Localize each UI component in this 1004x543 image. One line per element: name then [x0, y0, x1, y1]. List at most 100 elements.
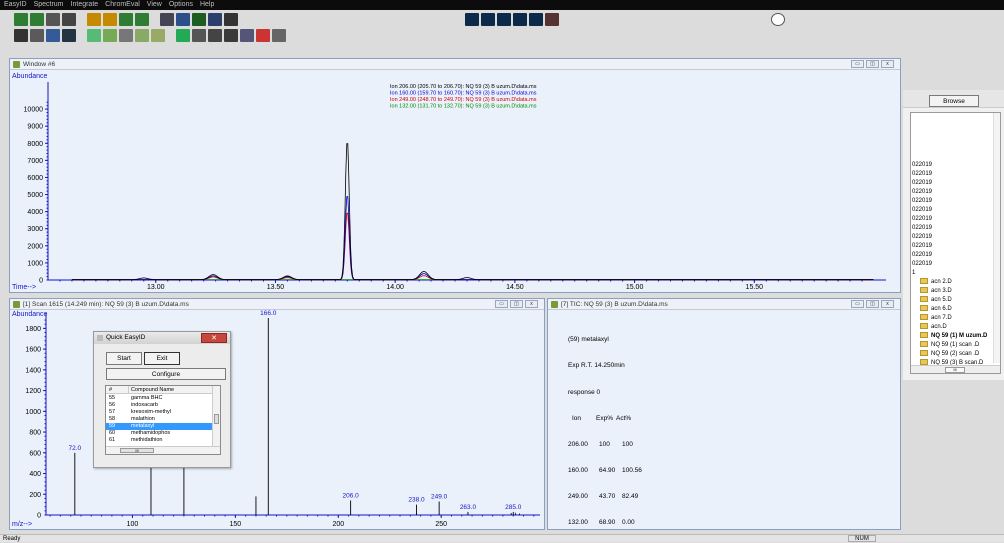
list-scrollbar[interactable] [212, 386, 220, 446]
calibrate-icon[interactable] [160, 12, 174, 26]
close-button[interactable]: x [881, 60, 894, 68]
quick-easyid-dialog[interactable]: Quick EasyID ✕ Start Exit Configure # Co… [93, 331, 231, 468]
menu-view[interactable]: View [146, 1, 162, 8]
file-tree[interactable]: 022019 022019 022019 022019 022019 022019 0220… [910, 112, 1001, 374]
tic-icon[interactable] [46, 12, 60, 26]
sim-icon[interactable] [14, 28, 28, 42]
tree-item[interactable]: 1 [912, 270, 916, 276]
tic-title-bar[interactable]: [7] TIC: NQ 59 (3) B uzum.D\data.ms ▭ ◫ x [548, 299, 900, 310]
compound-list[interactable]: # Compound Name 55 gamma BHC 56 indoxacarb 5… [105, 385, 221, 455]
report-icon[interactable] [176, 12, 190, 26]
overlay3-icon[interactable] [119, 12, 133, 26]
menu-chromeval[interactable]: ChromEval [105, 1, 140, 8]
tree-item-date[interactable]: 022019 [912, 252, 933, 258]
target-icon[interactable] [771, 12, 785, 26]
stack-icon[interactable] [30, 28, 44, 42]
list-hscroll-thumb[interactable]: III [120, 448, 154, 453]
menu-easyid[interactable]: EasyID [4, 1, 27, 8]
bars3-icon[interactable] [497, 12, 511, 26]
spectrum-icon[interactable] [14, 12, 28, 26]
spectrum-title-bar[interactable]: [1] Scan 1615 (14.249 min): NQ 59 (3) B … [10, 299, 544, 310]
bars-icon[interactable] [465, 12, 479, 26]
tree-folder[interactable]: acn 6.D [911, 305, 1000, 314]
tree-folder[interactable]: acn 2.D [911, 278, 1000, 287]
library-icon[interactable] [192, 12, 206, 26]
menu-options[interactable]: Options [168, 1, 193, 8]
chromatogram-window[interactable]: Window #6 ▭ ◫ x Abundance Time--> 1000 2000 30… [9, 58, 901, 293]
tree-item-date[interactable]: 022019 [912, 180, 933, 186]
select-icon[interactable] [208, 28, 222, 42]
compound-row[interactable]: 58 malathion [106, 416, 212, 423]
tree-folder[interactable]: acn 3.D [911, 287, 1000, 296]
tree-item-date[interactable]: 022019 [912, 198, 933, 204]
grid-icon[interactable] [224, 28, 238, 42]
tree-folder[interactable]: NQ 59 (3) B scan.D [911, 359, 1000, 368]
compound-row[interactable]: 57 kresoxim-methyl [106, 409, 212, 416]
restore-button[interactable]: ◫ [866, 300, 879, 308]
chromatogram-plot[interactable]: Abundance Time--> 1000 2000 3000 4000 5000 6000… [10, 70, 900, 292]
spectrum-plot[interactable]: Abundancem/z-->2004006008001000120014001… [10, 310, 544, 529]
print-icon[interactable] [62, 12, 76, 26]
tic-window[interactable]: [7] TIC: NQ 59 (3) B uzum.D\data.ms ▭ ◫ x … [547, 298, 901, 530]
compound-row[interactable]: 55 gamma BHC [106, 395, 212, 402]
file-icon[interactable] [272, 28, 286, 42]
chrom-icon[interactable] [62, 28, 76, 42]
menu-integrate[interactable]: Integrate [70, 1, 99, 8]
start-button[interactable]: Start [106, 352, 142, 365]
tree-item-date[interactable]: 022019 [912, 171, 933, 177]
overlay2-icon[interactable] [103, 12, 117, 26]
close-button[interactable]: x [881, 300, 894, 308]
minimize-button[interactable]: ▭ [851, 300, 864, 308]
close-button[interactable]: x [525, 300, 538, 308]
tree-item-date[interactable]: 022019 [912, 207, 933, 213]
chart-icon[interactable] [208, 12, 222, 26]
restore-button[interactable]: ◫ [866, 60, 879, 68]
draw-icon[interactable] [256, 28, 270, 42]
bars5-icon[interactable] [529, 12, 543, 26]
tree-item-date[interactable]: 022019 [912, 261, 933, 267]
menu-spectrum[interactable]: Spectrum [33, 1, 64, 8]
dialog-close-button[interactable]: ✕ [201, 333, 227, 343]
spectrum2-icon[interactable] [30, 12, 44, 26]
eic-icon[interactable] [224, 12, 238, 26]
tree-item-date[interactable]: 022019 [912, 216, 933, 222]
tree-folder[interactable]: NQ 59 (2) scan .D [911, 350, 1000, 359]
compound-row[interactable]: 59 metalaxyl [106, 423, 212, 430]
check-icon[interactable] [545, 12, 559, 26]
scan-icon[interactable] [135, 28, 149, 42]
bar-icon[interactable] [46, 28, 60, 42]
minimize-button[interactable]: ▭ [851, 60, 864, 68]
compound-row[interactable]: 61 methidathion [106, 437, 212, 444]
spectrum-window[interactable]: [1] Scan 1615 (14.249 min): NQ 59 (3) B … [9, 298, 545, 530]
configure-button[interactable]: Configure [106, 368, 226, 380]
tree-scrollbar[interactable] [993, 113, 1000, 363]
integrate-icon[interactable] [135, 12, 149, 26]
tree-hscrollbar[interactable]: III [911, 365, 1000, 373]
exit-button[interactable]: Exit [144, 352, 180, 365]
scan2-icon[interactable] [151, 28, 165, 42]
scroll-thumb[interactable]: III [945, 367, 965, 373]
tree-folder[interactable]: acn.D [911, 323, 1000, 332]
compound-row[interactable]: 56 indoxacarb [106, 402, 212, 409]
tree-folder[interactable]: acn 7.D [911, 314, 1000, 323]
abundance-icon[interactable] [119, 28, 133, 42]
bars4-icon[interactable] [513, 12, 527, 26]
browse-button[interactable]: Browse [929, 95, 979, 107]
scan3-icon[interactable] [176, 28, 190, 42]
merge-icon[interactable] [240, 28, 254, 42]
stats-icon[interactable] [192, 28, 206, 42]
tree-item-date[interactable]: 022019 [912, 234, 933, 240]
window-title-bar[interactable]: Window #6 ▭ ◫ x [10, 59, 900, 70]
tree-item-date[interactable]: 022019 [912, 162, 933, 168]
list-scroll-thumb[interactable] [214, 414, 219, 424]
tree-item-date[interactable]: 022019 [912, 189, 933, 195]
list-hscrollbar[interactable]: III [106, 446, 220, 454]
zoom-icon[interactable] [103, 28, 117, 42]
tree-item-date[interactable]: 022019 [912, 225, 933, 231]
restore-button[interactable]: ◫ [510, 300, 523, 308]
tree-folder[interactable]: acn 5.D [911, 296, 1000, 305]
tree-item-date[interactable]: 022019 [912, 243, 933, 249]
compound-row[interactable]: 60 methamidophos [106, 430, 212, 437]
dialog-title-bar[interactable]: Quick EasyID [94, 332, 230, 344]
bars2-icon[interactable] [481, 12, 495, 26]
